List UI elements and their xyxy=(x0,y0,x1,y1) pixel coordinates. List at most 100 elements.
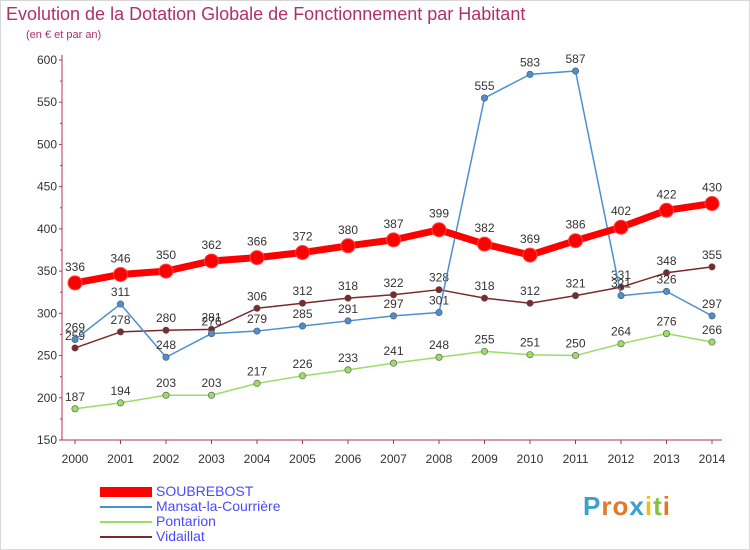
data-point xyxy=(117,399,125,407)
data-point xyxy=(568,233,583,249)
data-point xyxy=(704,196,720,212)
data-point xyxy=(344,294,352,302)
data-label: 402 xyxy=(611,204,631,218)
x-tick-label: 2009 xyxy=(471,452,498,466)
data-label: 279 xyxy=(247,312,267,326)
logo-letter: i xyxy=(644,491,654,521)
data-point xyxy=(71,336,79,344)
data-point xyxy=(298,322,306,330)
data-label: 187 xyxy=(65,390,85,404)
data-label: 269 xyxy=(65,321,85,335)
data-point xyxy=(71,344,79,352)
x-tick-label: 2002 xyxy=(153,452,180,466)
x-tick-label: 2003 xyxy=(198,452,225,466)
data-label: 328 xyxy=(429,271,449,285)
data-point xyxy=(571,292,579,300)
legend-label: Mansat-la-Courrière xyxy=(156,498,281,514)
data-label: 322 xyxy=(383,276,403,290)
y-tick-label: 450 xyxy=(37,180,57,194)
data-label: 306 xyxy=(247,289,267,303)
legend-label: Vidaillat xyxy=(156,528,205,544)
chart-subtitle: (en € et par an) xyxy=(26,29,102,41)
data-point xyxy=(708,312,716,320)
data-label: 386 xyxy=(565,218,585,232)
x-tick-label: 2006 xyxy=(335,452,362,466)
y-tick-label: 300 xyxy=(37,306,57,320)
data-point xyxy=(389,359,397,367)
data-point xyxy=(71,405,79,413)
data-point xyxy=(708,338,716,346)
data-label: 280 xyxy=(156,311,176,325)
x-tick-label: 2014 xyxy=(699,452,726,466)
data-label: 312 xyxy=(292,284,312,298)
data-label: 251 xyxy=(520,336,540,350)
data-label: 241 xyxy=(383,344,403,358)
data-point xyxy=(708,263,716,271)
data-label: 348 xyxy=(656,254,676,268)
data-point xyxy=(162,391,170,399)
data-label: 311 xyxy=(111,285,130,299)
data-label: 326 xyxy=(656,272,676,286)
logo-letter: P xyxy=(583,491,602,521)
data-point xyxy=(389,312,397,320)
legend-label: SOUBREBOST xyxy=(156,483,254,499)
data-point xyxy=(386,232,401,248)
data-point xyxy=(662,269,670,277)
logo-letter: o xyxy=(612,491,630,521)
x-tick-label: 2013 xyxy=(653,452,680,466)
legend-label: Pontarion xyxy=(156,513,216,529)
data-point xyxy=(253,379,261,387)
data-point xyxy=(344,366,352,374)
data-point xyxy=(435,353,443,361)
data-point xyxy=(298,299,306,307)
data-label: 399 xyxy=(429,207,449,221)
data-label: 382 xyxy=(474,221,494,235)
data-label: 321 xyxy=(565,277,585,291)
y-tick-label: 400 xyxy=(37,222,57,236)
data-point xyxy=(162,353,170,361)
data-label: 430 xyxy=(702,181,722,195)
data-label: 233 xyxy=(338,351,358,365)
y-tick-label: 150 xyxy=(37,433,57,447)
data-label: 380 xyxy=(338,223,358,237)
data-point xyxy=(208,330,216,338)
logo-letter: r xyxy=(601,491,613,521)
y-tick-label: 250 xyxy=(37,349,57,363)
data-label: 355 xyxy=(702,248,722,262)
data-label: 217 xyxy=(247,364,267,378)
data-label: 248 xyxy=(156,338,176,352)
data-label: 297 xyxy=(383,297,403,311)
x-tick-label: 2011 xyxy=(563,452,589,466)
data-label: 312 xyxy=(520,284,540,298)
y-tick-label: 500 xyxy=(37,137,57,151)
data-point xyxy=(435,286,443,294)
data-point xyxy=(253,304,261,312)
x-tick-label: 2000 xyxy=(62,452,89,466)
y-tick-label: 350 xyxy=(37,264,57,278)
data-point xyxy=(117,300,125,308)
data-point xyxy=(613,219,629,235)
data-point xyxy=(571,352,579,360)
data-point xyxy=(480,294,488,302)
data-point xyxy=(526,70,534,78)
data-label: 583 xyxy=(520,55,540,69)
data-point xyxy=(662,287,670,295)
data-label: 366 xyxy=(247,235,267,249)
data-point xyxy=(208,391,216,399)
data-label: 350 xyxy=(156,248,176,262)
y-tick-label: 600 xyxy=(37,53,57,67)
x-tick-label: 2004 xyxy=(244,452,271,466)
data-label: 250 xyxy=(565,337,585,351)
data-point xyxy=(158,263,174,279)
data-point xyxy=(340,238,356,254)
data-point xyxy=(344,317,352,325)
data-label: 291 xyxy=(338,302,358,316)
data-label: 318 xyxy=(474,279,494,293)
data-label: 278 xyxy=(110,313,130,327)
data-point xyxy=(389,291,397,299)
data-point xyxy=(526,299,534,307)
data-label: 362 xyxy=(201,238,221,252)
data-label: 276 xyxy=(201,315,221,329)
data-label: 387 xyxy=(383,217,403,231)
data-point xyxy=(67,275,83,291)
